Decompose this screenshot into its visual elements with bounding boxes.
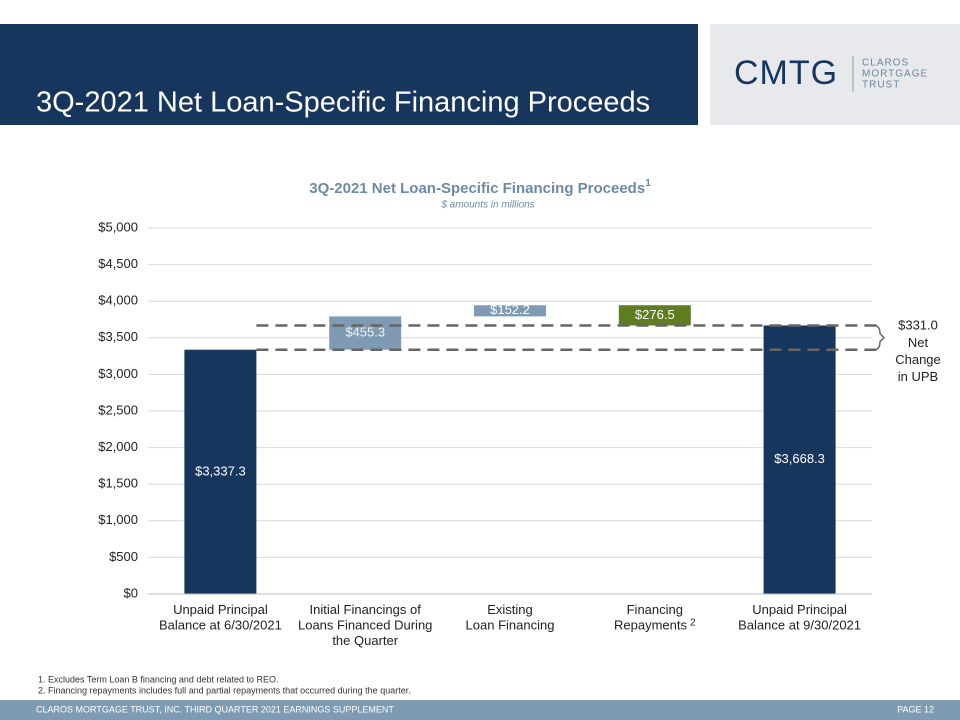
x-tick-label: the Quarter (332, 633, 398, 648)
x-tick-label: Repayments 2 (614, 617, 696, 633)
logo-box (710, 24, 960, 125)
value-label: $276.5 (635, 307, 675, 322)
slide-title: 3Q-2021 Net Loan-Specific Financing Proc… (36, 87, 650, 119)
footer-text: CLAROS MORTGAGE TRUST, INC. THIRD QUARTE… (36, 704, 394, 714)
x-tick-label: Unpaid Principal (752, 602, 847, 617)
y-tick-label: $5,000 (98, 219, 138, 234)
y-tick-label: $500 (109, 549, 138, 564)
y-tick-label: $4,000 (98, 293, 138, 308)
x-tick-label: Loan Financing (466, 618, 555, 633)
page-number: PAGE 12 (897, 704, 934, 714)
value-label: $3,668.3 (774, 451, 825, 466)
logo-mark: CMTG (734, 54, 838, 92)
logo-text: MORTGAGE (862, 69, 928, 80)
bar (763, 325, 836, 594)
header-band (0, 24, 698, 125)
y-tick-label: $1,000 (98, 512, 138, 527)
x-tick-label: Balance at 6/30/2021 (159, 618, 282, 633)
logo-text: CLAROS (862, 58, 909, 69)
annotation-text: in UPB (898, 369, 938, 384)
y-tick-label: $1,500 (98, 476, 138, 491)
annotation-value: $331.0 (898, 317, 938, 332)
x-tick-label-text: Loan Financing (466, 618, 555, 633)
x-tick-label: Existing (487, 602, 533, 617)
plot: $0 $500 $1,000 $1,500 $2,000 $2,500 $3,000 $3,5… (98, 219, 941, 648)
annotation-text: Change (895, 352, 941, 367)
x-tick-label-text: Repayments (614, 618, 687, 633)
y-tick-label: $4,500 (98, 256, 138, 271)
x-tick-label: Financing (627, 602, 683, 617)
footer-band (0, 700, 960, 720)
y-tick-label: $2,000 (98, 439, 138, 454)
x-tick-label: Initial Financings of (310, 602, 422, 617)
chart-title-text: 3Q-2021 Net Loan-Specific Financing Proc… (309, 180, 645, 197)
x-tick-label: Loans Financed During (298, 618, 432, 633)
y-tick-label: $0 (124, 585, 138, 600)
category-note: 2 (690, 617, 696, 628)
x-tick-label: Balance at 9/30/2021 (738, 618, 861, 633)
bar (329, 316, 402, 350)
x-tick-label-text: the Quarter (332, 633, 398, 648)
x-tick-label-text: Existing (487, 602, 533, 617)
annotation-text: Net (908, 335, 929, 350)
x-tick-label: Unpaid Principal (173, 602, 268, 617)
x-tick-label-text: Unpaid Principal (752, 602, 847, 617)
value-label: $455.3 (345, 324, 385, 339)
chart-subtitle: $ amounts in millions (440, 200, 534, 211)
value-label: $152.2 (490, 302, 530, 317)
y-tick-label: $2,500 (98, 402, 138, 417)
bar (474, 305, 546, 317)
x-tick-label-text: Loans Financed During (298, 618, 432, 633)
footnote: 2. Financing repayments includes full an… (38, 685, 411, 695)
logo-text: TRUST (862, 80, 900, 91)
y-tick-label: $3,500 (98, 329, 138, 344)
x-tick-label-text: Unpaid Principal (173, 602, 268, 617)
x-tick-label-text: Balance at 9/30/2021 (738, 618, 861, 633)
bar (618, 305, 691, 326)
y-tick-label: $3,000 (98, 366, 138, 381)
x-tick-label-text: Initial Financings of (310, 602, 422, 617)
x-tick-label-text: Balance at 6/30/2021 (159, 618, 282, 633)
footnote: 1. Excludes Term Loan B financing and de… (38, 674, 278, 684)
value-label: $3,337.3 (195, 463, 246, 478)
bar (184, 349, 257, 594)
bracket (873, 324, 886, 351)
chart-title-note: 1 (645, 178, 651, 189)
x-tick-label-text: Financing (627, 602, 683, 617)
chart-title: 3Q-2021 Net Loan-Specific Financing Proc… (309, 178, 651, 197)
